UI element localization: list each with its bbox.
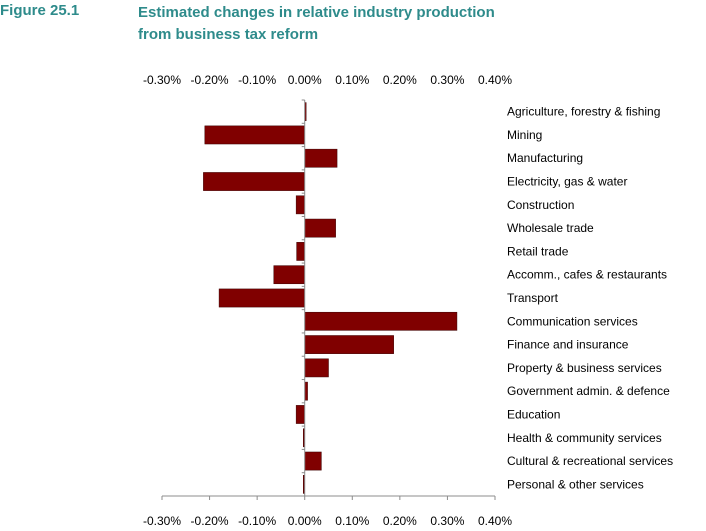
bottom-tick-label: -0.30% [143, 514, 181, 528]
chart-title-line-2: from business tax reform [138, 26, 319, 43]
bar [296, 242, 305, 261]
bar [304, 311, 458, 331]
category-label: Electricity, gas & water [507, 175, 627, 189]
category-label: Communication services [507, 314, 638, 328]
category-label: Wholesale trade [507, 221, 594, 235]
category-labels: Agriculture, forestry & fishing Mining Man… [507, 105, 673, 492]
bottom-tick-label: 0.40% [478, 514, 512, 528]
bar [304, 335, 394, 354]
category-label: Manufacturing [507, 151, 583, 165]
chart-title: Estimated changes in relative industry p… [138, 2, 558, 46]
top-tick-label: 0.00% [288, 73, 322, 87]
top-tick-label: 0.20% [383, 73, 417, 87]
bottom-tick-label: 0.20% [383, 514, 417, 528]
category-label: Education [507, 407, 560, 421]
category-label: Construction [507, 198, 574, 212]
category-label: Property & business services [507, 361, 662, 375]
category-label: Personal & other services [507, 477, 644, 491]
category-label: Transport [507, 291, 559, 305]
top-tick-labels: -0.30% -0.20% -0.10% 0.00% 0.10% 0.20% 0.30% 0.… [143, 73, 512, 87]
top-tick-label: 0.10% [335, 73, 369, 87]
bottom-tick-labels: -0.30% -0.20% -0.10% 0.00% 0.10% 0.20% 0.30% 0.… [143, 514, 512, 528]
figure-number: Figure 25.1 [0, 2, 80, 19]
bar [295, 195, 305, 215]
bottom-tick-label: 0.00% [288, 514, 322, 528]
bar [304, 148, 338, 168]
bar [273, 265, 305, 285]
top-tick-label: -0.20% [191, 73, 229, 87]
bar [295, 405, 305, 424]
top-tick-label: -0.10% [238, 73, 276, 87]
bottom-tick-label: 0.10% [335, 514, 369, 528]
category-label: Cultural & recreational services [507, 454, 673, 468]
top-tick-label: 0.40% [478, 73, 512, 87]
category-label: Accomm., cafes & restaurants [507, 268, 667, 282]
bar [304, 451, 322, 471]
bar [218, 288, 305, 308]
bar [204, 125, 305, 145]
top-tick-label: 0.30% [430, 73, 464, 87]
bottom-tick-label: 0.30% [430, 514, 464, 528]
category-label: Agriculture, forestry & fishing [507, 105, 660, 119]
category-label: Retail trade [507, 244, 569, 258]
category-label: Health & community services [507, 431, 662, 445]
bar [304, 218, 336, 238]
category-label: Finance and insurance [507, 338, 629, 352]
chart-title-line-1: Estimated changes in relative industry p… [138, 4, 495, 21]
axes [161, 99, 496, 500]
bottom-tick-label: -0.10% [238, 514, 276, 528]
bars [203, 102, 458, 494]
category-label: Mining [507, 128, 542, 142]
bar [304, 358, 329, 378]
bottom-tick-label: -0.20% [191, 514, 229, 528]
bar [203, 172, 305, 191]
category-label: Government admin. & defence [507, 384, 670, 398]
top-tick-label: -0.30% [143, 73, 181, 87]
